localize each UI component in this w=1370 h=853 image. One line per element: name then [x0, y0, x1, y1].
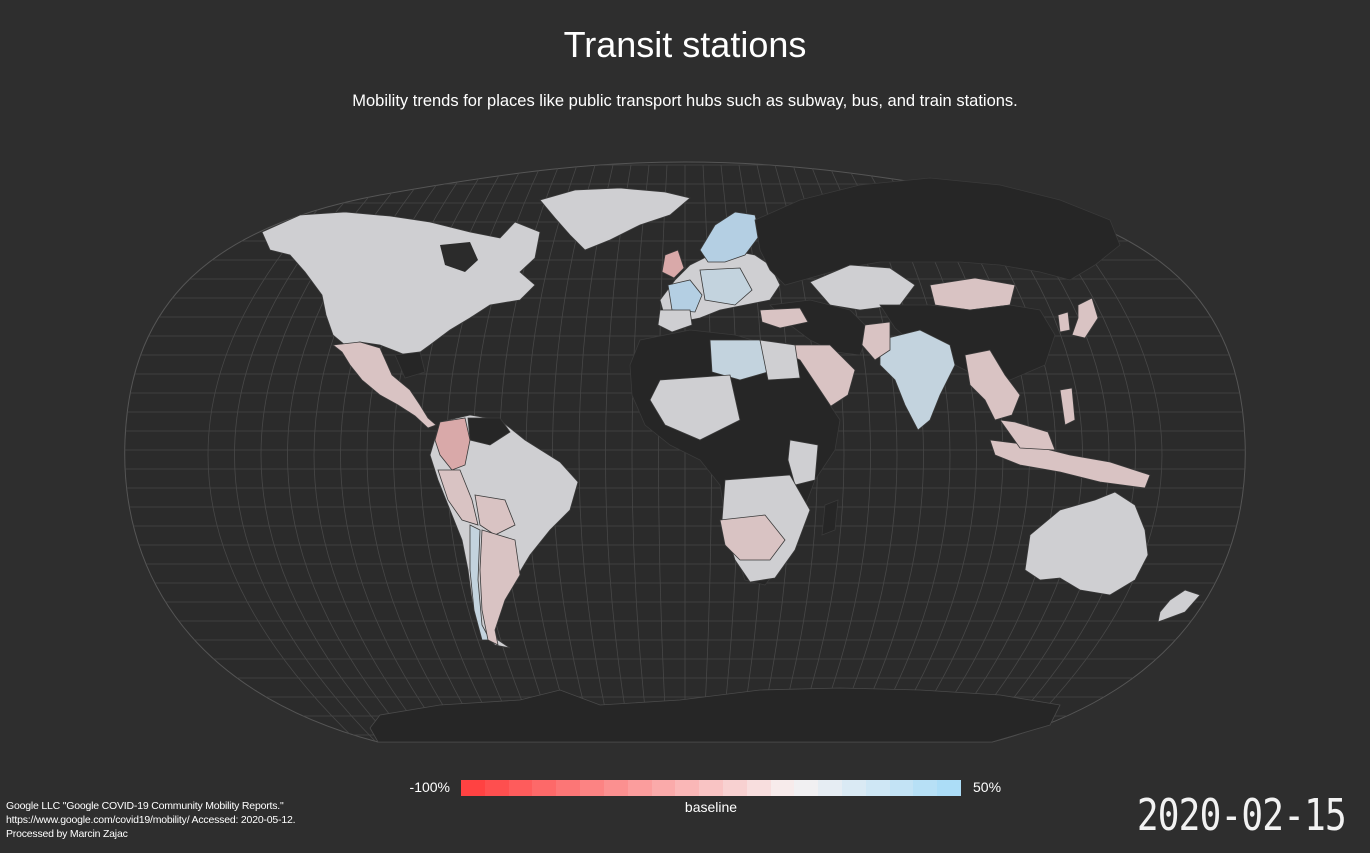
chart-title: Transit stations [563, 24, 807, 65]
south-africa-region [719, 514, 786, 561]
southeast-asia [964, 349, 1021, 421]
malaysia [999, 419, 1056, 451]
caribbean-nodata [394, 351, 426, 379]
france [667, 279, 703, 313]
color-scale-step [484, 780, 509, 796]
australia [1024, 491, 1149, 596]
antarctica [369, 687, 1061, 743]
greenland [539, 187, 691, 251]
graticule-meridian [552, 164, 596, 742]
kazakhstan [809, 264, 916, 311]
central-europe [699, 267, 753, 306]
color-scale-step [532, 780, 557, 796]
color-scale-step [461, 780, 485, 796]
graticule-meridian [578, 164, 614, 742]
color-scale-step [603, 780, 628, 796]
source-credits: Google LLC "Google COVID-19 Community Mo… [6, 799, 296, 841]
color-scale-step [770, 780, 795, 796]
mongolia [929, 277, 1016, 311]
color-scale-step [675, 780, 700, 796]
india [879, 329, 956, 431]
credit-line: Google LLC "Google COVID-19 Community Mo… [6, 800, 284, 812]
color-scale-step [508, 780, 533, 796]
land-layer [261, 177, 1201, 743]
peru [437, 469, 479, 526]
color-scale-step [746, 780, 771, 796]
russia-nodata [754, 177, 1121, 286]
color-scale-step [889, 780, 914, 796]
turkey [759, 307, 809, 329]
color-scale-step [722, 780, 747, 796]
venezuela-nodata [467, 417, 511, 446]
madagascar [821, 499, 839, 536]
west-africa [649, 374, 741, 441]
indonesia [989, 439, 1151, 489]
legend-min-label: -100% [409, 779, 450, 795]
color-scale-step [651, 780, 676, 796]
bolivia [474, 494, 516, 536]
north-africa [709, 339, 769, 381]
date-label: 2020-02-15 [1136, 790, 1347, 841]
japan [1071, 297, 1099, 339]
hudson-bay [440, 242, 478, 272]
legend-baseline-label: baseline [684, 799, 738, 815]
color-scale-step [627, 780, 652, 796]
graticule-meridian [631, 164, 650, 742]
color-scale-step [699, 780, 723, 796]
color-scale-step [580, 780, 604, 796]
philippines [1059, 387, 1076, 426]
color-scale-step [865, 780, 890, 796]
credit-line: https://www.google.com/covid19/mobility/… [6, 814, 296, 826]
new-zealand [1157, 589, 1201, 623]
east-africa [787, 439, 819, 486]
color-scale-step [794, 780, 819, 796]
color-scale-step [818, 780, 842, 796]
egypt [759, 339, 801, 381]
color-scale-step [913, 780, 938, 796]
chart-subtitle: Mobility trends for places like public t… [352, 92, 1018, 110]
pakistan [861, 321, 891, 361]
legend-max-label: 50% [973, 779, 1002, 795]
korea [1057, 311, 1071, 333]
graticule-meridian [658, 164, 668, 742]
colombia [434, 417, 471, 471]
graticule-meridian [605, 164, 632, 742]
color-scale-step [937, 780, 962, 796]
color-scale-bar [461, 780, 962, 796]
iberia [657, 309, 693, 333]
argentina [479, 529, 521, 646]
color-scale-step [556, 780, 581, 796]
mexico [331, 341, 437, 429]
color-scale-step [842, 780, 866, 796]
uk [661, 249, 685, 279]
credit-line: Processed by Marcin Zajac [6, 828, 128, 840]
